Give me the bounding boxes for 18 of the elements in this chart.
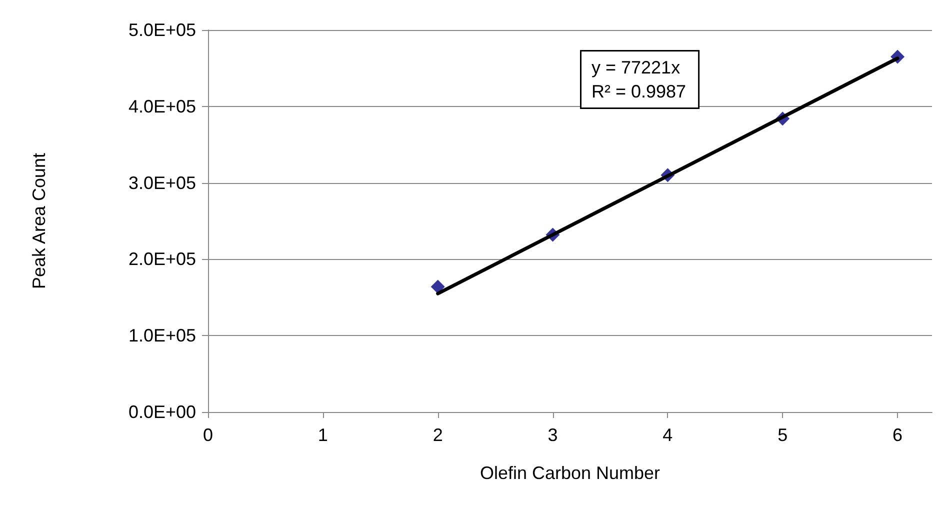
x-tick-label: 6 [892,425,903,445]
y-tick-label: 2.0E+05 [128,249,196,270]
x-tick-label: 4 [662,425,673,445]
x-axis-title: Olefin Carbon Number [480,463,660,483]
x-tick-label: 3 [548,425,558,445]
x-tick-label: 5 [778,425,788,445]
y-tick-label: 1.0E+05 [128,326,196,346]
y-tick-label: 5.0E+05 [128,20,196,40]
x-tick-label: 1 [318,425,328,445]
annotation: y = 77221x [592,58,680,78]
y-tick-label: 4.0E+05 [128,96,196,116]
annotation: R² = 0.9987 [592,82,686,102]
point [430,280,445,294]
y-tick-label: 3.0E+05 [128,172,196,193]
x-tick-label: 2 [432,425,443,445]
y-tick-label: 0.0E+00 [128,402,196,422]
y-axis-title: Peak Area Count [29,152,49,290]
x-tick-label: 0 [202,425,214,445]
